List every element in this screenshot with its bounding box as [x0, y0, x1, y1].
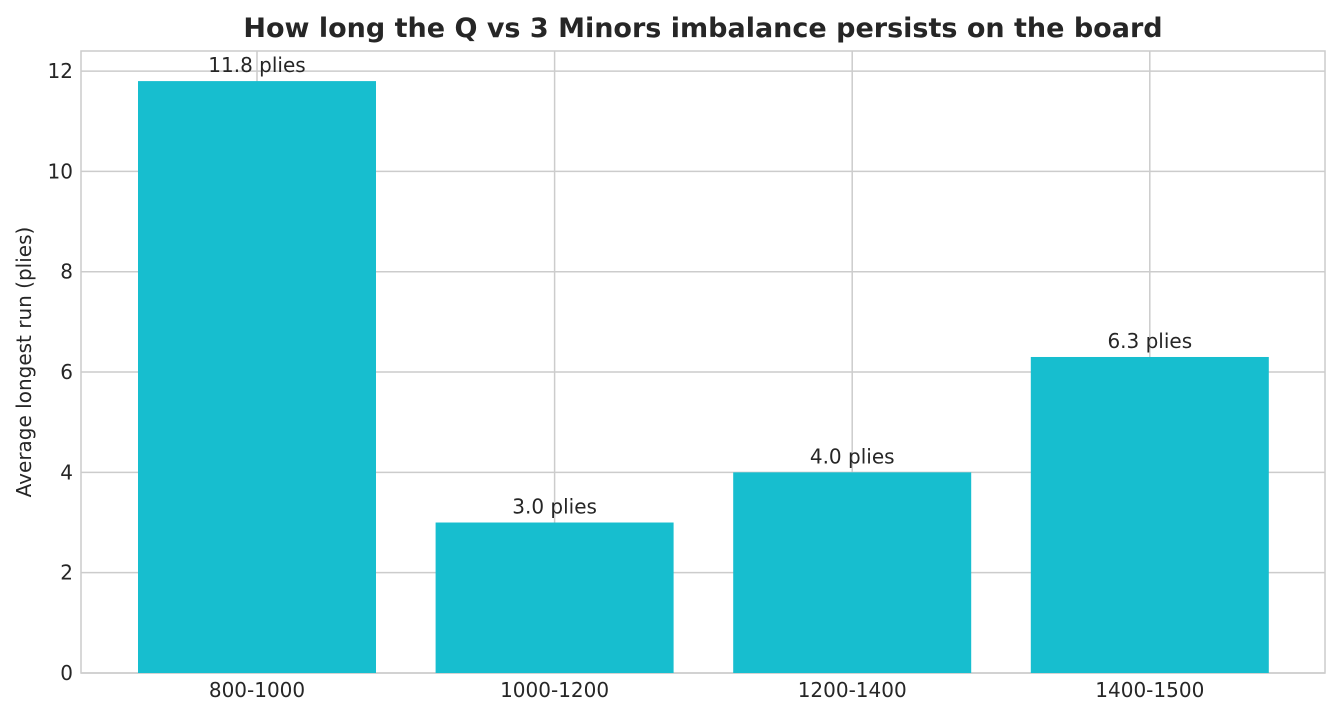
bars: [138, 81, 1269, 673]
y-tick-label: 8: [60, 260, 73, 284]
chart-title: How long the Q vs 3 Minors imbalance per…: [243, 13, 1162, 44]
y-axis-label: Average longest run (plies): [12, 227, 36, 498]
y-tick-label: 0: [60, 661, 73, 685]
y-tick-label: 10: [48, 159, 73, 183]
y-tick-label: 4: [60, 460, 73, 484]
y-tick-label: 2: [60, 561, 73, 585]
x-tick-label: 800-1000: [209, 678, 305, 702]
y-axis-ticks: 0 2 4 6 8 10 12: [48, 59, 73, 685]
x-tick-label: 1400-1500: [1095, 678, 1204, 702]
bar-value-label: 4.0 plies: [810, 444, 895, 468]
bar-value-labels: 11.8 plies 3.0 plies 4.0 plies 6.3 plies: [208, 53, 1192, 518]
y-tick-label: 12: [48, 59, 73, 83]
bar-value-label: 3.0 plies: [512, 495, 597, 519]
x-tick-label: 1000-1200: [500, 678, 609, 702]
plot-frame: [80, 50, 1326, 674]
bar-1200-1400: [733, 472, 972, 673]
y-tick-label: 6: [60, 360, 73, 384]
x-axis-ticks: 800-1000 1000-1200 1200-1400 1400-1500: [209, 678, 1204, 702]
bar-value-label: 6.3 plies: [1107, 329, 1192, 353]
bar-1000-1200: [435, 522, 674, 673]
bar-1400-1500: [1030, 356, 1269, 673]
x-tick-label: 1200-1400: [798, 678, 907, 702]
bar-value-label: 11.8 plies: [208, 53, 305, 77]
bar-800-1000: [138, 81, 376, 673]
